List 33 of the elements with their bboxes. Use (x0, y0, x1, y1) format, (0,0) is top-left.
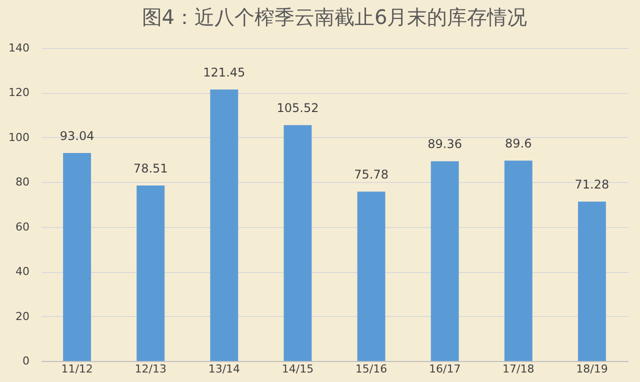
y-tick-label: 40 (16, 265, 30, 278)
y-tick-label: 0 (22, 354, 30, 368)
y-tick-label: 140 (8, 42, 30, 54)
data-label: 89.36 (428, 137, 462, 152)
data-label: 105.52 (276, 101, 319, 116)
data-label: 93.04 (60, 128, 94, 143)
x-tick-label: 16/17 (428, 362, 461, 376)
bar (578, 202, 606, 361)
x-tick-label: 15/16 (355, 362, 388, 376)
x-tick-label: 17/18 (502, 362, 534, 376)
bar (136, 185, 165, 361)
x-tick-label: 13/14 (208, 362, 240, 376)
bar (284, 125, 312, 361)
data-label: 89.6 (505, 136, 532, 151)
bar (504, 160, 532, 361)
bar (63, 152, 92, 361)
x-tick-label: 11/12 (61, 362, 93, 376)
bar (430, 161, 459, 361)
x-tick-label: 18/19 (576, 362, 608, 376)
data-label: 75.78 (354, 168, 388, 182)
y-tick-label: 60 (16, 220, 30, 234)
y-tick-label: 20 (16, 310, 30, 323)
x-tick-label: 14/15 (282, 362, 314, 376)
data-label: 78.51 (133, 161, 168, 176)
data-label: 121.45 (203, 65, 246, 80)
y-tick-label: 120 (8, 86, 30, 100)
bar (210, 89, 238, 361)
bar (357, 192, 386, 361)
data-label: 71.28 (574, 178, 610, 192)
chart-title: 图4：近八个榨季云南截止6月末的库存情况 (142, 5, 528, 29)
y-tick-label: 80 (16, 176, 30, 189)
y-tick-label: 100 (8, 130, 30, 144)
x-tick-label: 12/13 (134, 362, 166, 376)
